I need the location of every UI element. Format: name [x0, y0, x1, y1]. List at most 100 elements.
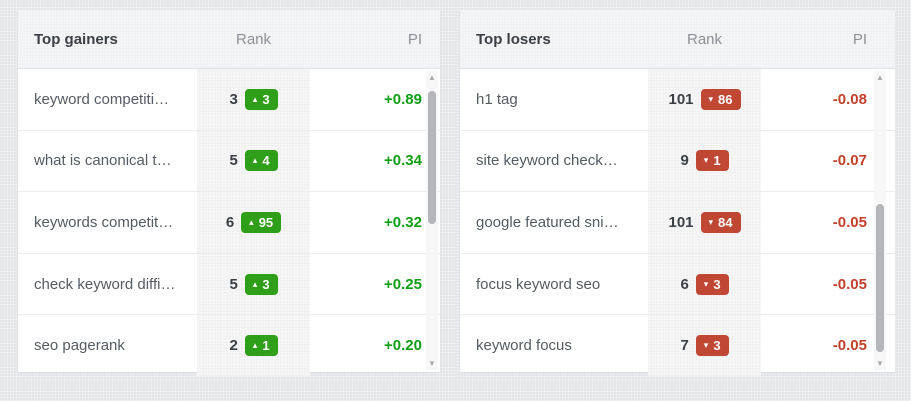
rank-cell: 5 ▴ 3: [197, 253, 310, 315]
scroll-down-arrow-icon[interactable]: ▼: [428, 359, 436, 368]
top-gainers-table: keyword competiti… 3 ▴ 3 +0.89 what is ca…: [18, 68, 440, 377]
rank-value: 5: [229, 152, 238, 170]
pi-value: +0.32: [384, 213, 422, 231]
keyword-link[interactable]: site keyword check…: [476, 152, 618, 170]
pi-value: +0.34: [384, 152, 422, 170]
rank-value: 3: [229, 90, 238, 108]
table-row[interactable]: check keyword diffi… 5 ▴ 3 +0.25: [18, 253, 440, 316]
rank-value: 5: [229, 275, 238, 293]
panel-title: Top gainers: [34, 30, 118, 48]
top-losers-panel: Top losers Rank PI h1 tag 101 ▾ 86 -0.08 …: [460, 10, 895, 377]
rank-value: 6: [225, 213, 235, 231]
rank-change-value: 1: [262, 338, 270, 354]
pi-value: +0.25: [384, 275, 422, 293]
rank-change-badge: ▴ 3: [244, 273, 278, 295]
pi-value: -0.07: [832, 152, 867, 170]
keyword-link[interactable]: google featured sni…: [476, 213, 619, 231]
keyword-link[interactable]: keyword focus: [476, 337, 572, 355]
top-losers-table: h1 tag 101 ▾ 86 -0.08 site keyword check……: [460, 68, 895, 377]
scrollbar-thumb[interactable]: [876, 204, 884, 352]
rank-cell: 2 ▴ 1: [197, 315, 310, 376]
rank-cell: 7 ▾ 3: [648, 315, 761, 376]
rank-column-header: Rank: [686, 30, 723, 48]
top-gainers-panel: Top gainers Rank PI keyword competiti… 3…: [18, 10, 440, 377]
arrow-up-icon: ▴: [252, 278, 258, 289]
rank-change-value: 4: [262, 153, 270, 169]
rank-change-value: 3: [713, 276, 721, 292]
vertical-scrollbar[interactable]: ▲ ▼: [426, 71, 438, 370]
scroll-up-arrow-icon[interactable]: ▲: [428, 73, 436, 82]
table-row[interactable]: keyword focus 7 ▾ 3 -0.05: [460, 315, 895, 377]
scrollbar-thumb[interactable]: [428, 91, 436, 224]
arrow-up-icon: ▴: [252, 340, 258, 351]
table-row[interactable]: what is canonical t… 5 ▴ 4 +0.34: [18, 130, 440, 193]
rank-change-badge: ▾ 3: [695, 335, 729, 357]
pi-value: -0.05: [832, 213, 867, 231]
rank-change-badge: ▾ 3: [695, 273, 729, 295]
rank-change-value: 95: [258, 214, 274, 230]
table-row[interactable]: google featured sni… 101 ▾ 84 -0.05: [460, 192, 895, 254]
rank-cell: 6 ▴ 95: [197, 192, 310, 253]
pi-column-header: PI: [407, 30, 422, 48]
pi-value: +0.89: [384, 90, 422, 108]
arrow-down-icon: ▾: [708, 216, 714, 227]
rank-change-badge: ▴ 3: [244, 88, 278, 110]
rank-change-badge: ▴ 4: [244, 150, 278, 172]
keyword-link[interactable]: keyword competiti…: [34, 90, 170, 108]
rank-change-badge: ▾ 84: [700, 211, 741, 233]
rank-change-value: 3: [262, 276, 270, 292]
table-row[interactable]: keywords competit… 6 ▴ 95 +0.32: [18, 192, 440, 254]
rank-cell: 9 ▾ 1: [648, 130, 761, 192]
rank-change-badge: ▾ 1: [695, 150, 729, 172]
rank-cell: 101 ▾ 84: [648, 192, 761, 253]
rank-cell: 101 ▾ 86: [648, 69, 761, 130]
keyword-link[interactable]: h1 tag: [476, 90, 518, 108]
pi-value: -0.05: [832, 337, 867, 355]
rank-change-badge: ▴ 95: [241, 211, 282, 233]
rank-change-value: 3: [713, 338, 721, 354]
top-losers-header: Top losers Rank PI: [460, 10, 895, 68]
table-row[interactable]: keyword competiti… 3 ▴ 3 +0.89: [18, 69, 440, 131]
pi-value: -0.05: [832, 275, 867, 293]
rank-value: 101: [668, 213, 694, 231]
vertical-scrollbar[interactable]: ▲ ▼: [874, 71, 886, 370]
rank-cell: 3 ▴ 3: [197, 69, 310, 130]
rank-change-badge: ▴ 1: [244, 335, 278, 357]
arrow-down-icon: ▾: [703, 278, 709, 289]
arrow-down-icon: ▾: [708, 93, 714, 104]
arrow-up-icon: ▴: [252, 93, 258, 104]
rank-change-badge: ▾ 86: [700, 88, 741, 110]
rank-cell: 5 ▴ 4: [197, 130, 310, 192]
top-gainers-header: Top gainers Rank PI: [18, 10, 440, 68]
scroll-up-arrow-icon[interactable]: ▲: [876, 73, 884, 82]
keyword-link[interactable]: check keyword diffi…: [34, 275, 176, 293]
keyword-link[interactable]: what is canonical t…: [34, 152, 172, 170]
pi-value: +0.20: [384, 337, 422, 355]
keyword-link[interactable]: seo pagerank: [34, 337, 125, 355]
rank-change-value: 86: [718, 91, 733, 107]
keyword-link[interactable]: focus keyword seo: [476, 275, 601, 293]
scroll-down-arrow-icon[interactable]: ▼: [876, 359, 884, 368]
rank-cell: 6 ▾ 3: [648, 253, 761, 315]
table-row[interactable]: h1 tag 101 ▾ 86 -0.08: [460, 69, 895, 131]
rank-change-value: 84: [718, 214, 733, 230]
panel-title: Top losers: [476, 30, 551, 48]
arrow-up-icon: ▴: [249, 216, 254, 227]
rank-value: 6: [680, 275, 689, 293]
arrow-down-icon: ▾: [703, 155, 709, 166]
pi-value: -0.08: [832, 90, 867, 108]
rank-change-value: 1: [713, 153, 721, 169]
rank-value: 9: [680, 152, 689, 170]
rank-value: 2: [229, 337, 238, 355]
pi-column-header: PI: [852, 30, 867, 48]
table-row[interactable]: site keyword check… 9 ▾ 1 -0.07: [460, 130, 895, 193]
rank-value: 101: [668, 90, 694, 108]
rank-change-value: 3: [262, 91, 270, 107]
table-row[interactable]: seo pagerank 2 ▴ 1 +0.20: [18, 315, 440, 377]
keyword-link[interactable]: keywords competit…: [34, 213, 174, 231]
arrow-up-icon: ▴: [252, 155, 258, 166]
rank-column-header: Rank: [235, 30, 272, 48]
table-row[interactable]: focus keyword seo 6 ▾ 3 -0.05: [460, 253, 895, 316]
rank-value: 7: [680, 337, 689, 355]
arrow-down-icon: ▾: [703, 340, 709, 351]
